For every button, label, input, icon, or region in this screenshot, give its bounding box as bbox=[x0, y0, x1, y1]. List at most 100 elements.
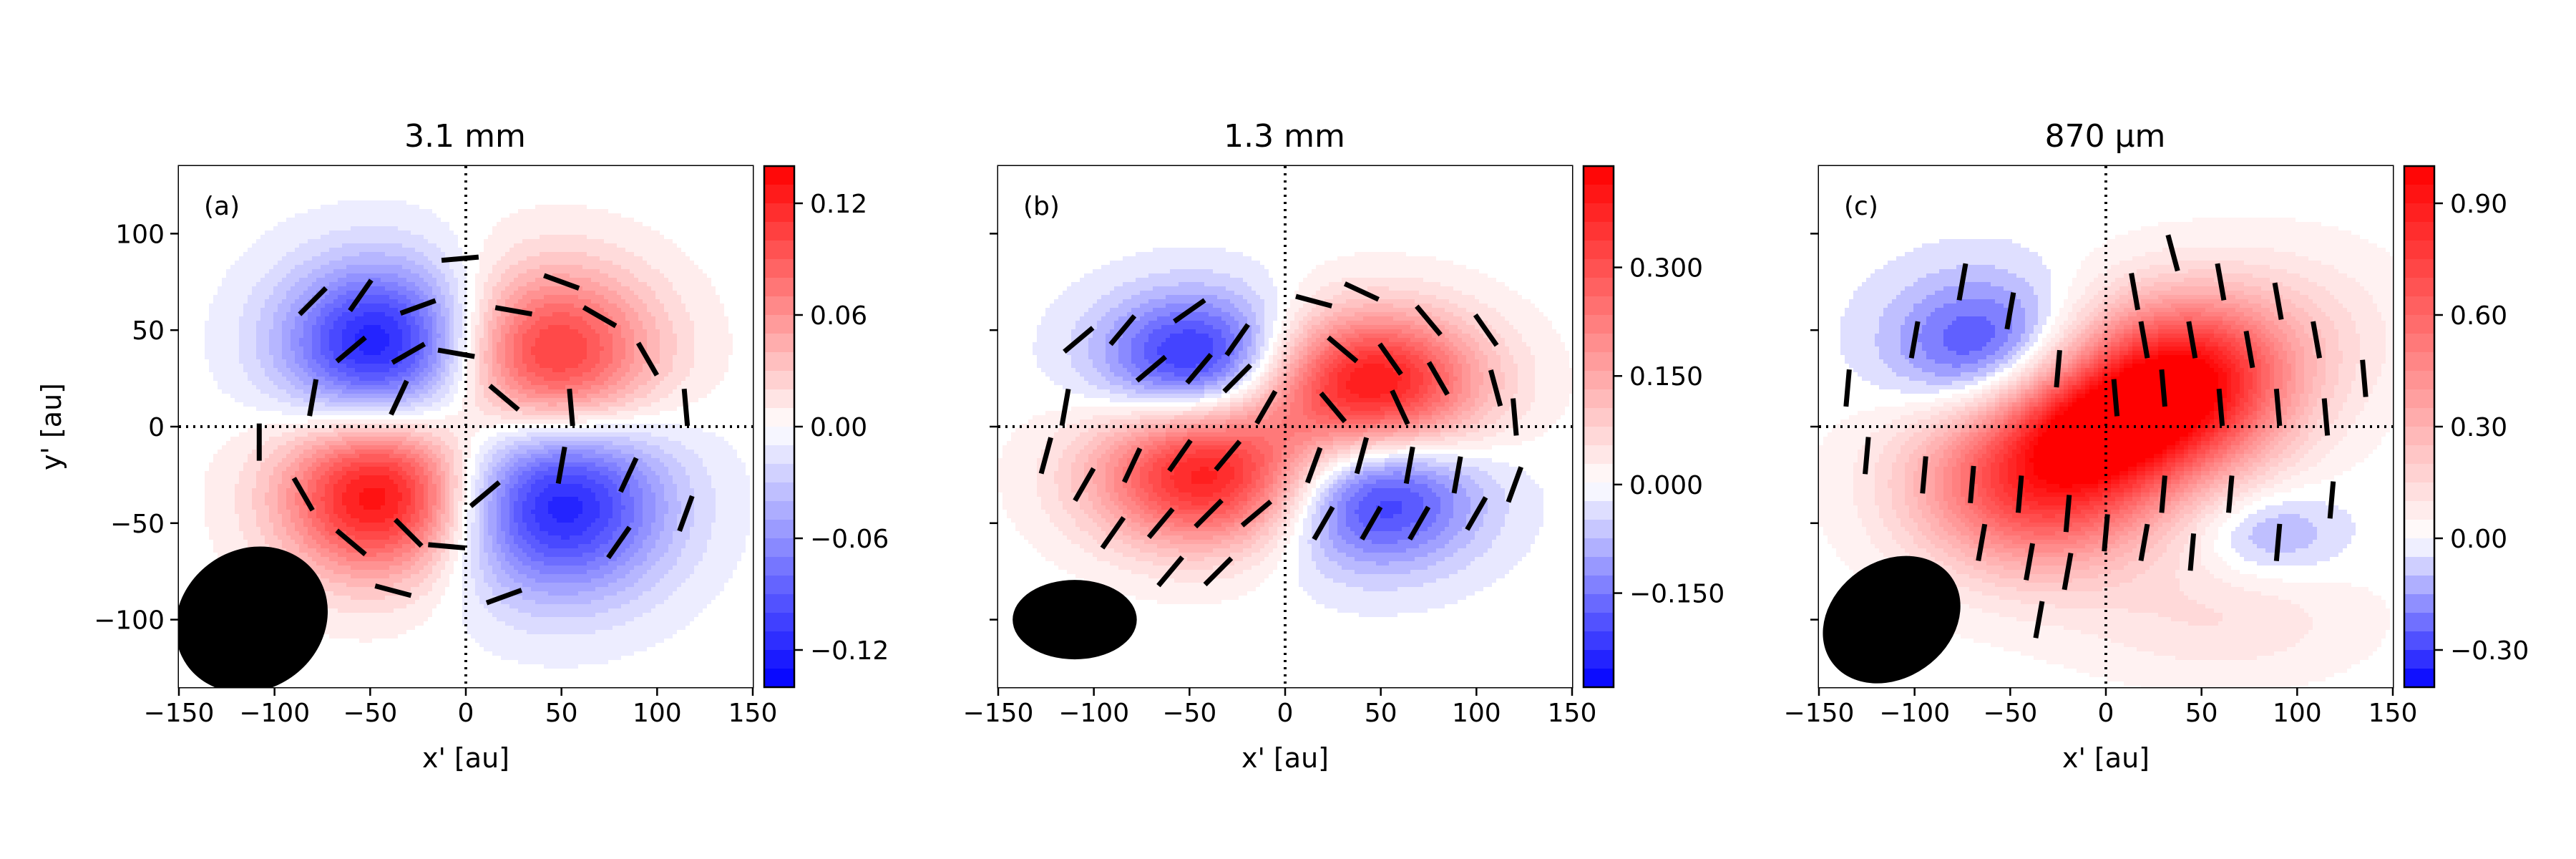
heatmap-cell bbox=[338, 175, 343, 180]
heatmap-cell bbox=[187, 570, 192, 575]
heatmap-cell bbox=[265, 364, 270, 369]
heatmap-cell bbox=[205, 230, 210, 236]
heatmap-cell bbox=[291, 518, 296, 523]
heatmap-cell bbox=[252, 308, 257, 313]
heatmap-cell bbox=[192, 166, 197, 171]
heatmap-cell bbox=[179, 497, 184, 502]
heatmap-cell bbox=[196, 291, 201, 296]
heatmap-cell bbox=[273, 368, 278, 373]
heatmap-cell bbox=[303, 209, 308, 214]
heatmap-cell bbox=[230, 308, 235, 313]
heatmap-cell bbox=[196, 355, 201, 360]
heatmap-cell bbox=[222, 299, 227, 304]
heatmap-cell bbox=[286, 334, 291, 339]
heatmap-cell bbox=[308, 248, 313, 253]
heatmap-cell bbox=[239, 377, 244, 382]
heatmap-cell bbox=[308, 686, 313, 687]
heatmap-cell bbox=[269, 411, 274, 416]
heatmap-cell bbox=[260, 415, 265, 420]
heatmap-cell bbox=[192, 548, 197, 553]
heatmap-cell bbox=[299, 329, 304, 334]
heatmap-cell bbox=[291, 200, 296, 205]
heatmap-cell bbox=[342, 200, 347, 205]
heatmap-cell bbox=[209, 355, 214, 360]
heatmap-cell bbox=[308, 346, 313, 351]
heatmap-cell bbox=[213, 488, 218, 493]
heatmap-cell bbox=[303, 415, 308, 420]
heatmap-cell bbox=[312, 372, 317, 377]
heatmap-cell bbox=[265, 261, 270, 266]
heatmap-cell bbox=[351, 209, 356, 214]
heatmap-cell bbox=[338, 213, 343, 218]
heatmap-cell bbox=[308, 484, 313, 489]
heatmap-cell bbox=[235, 540, 240, 545]
heatmap-cell bbox=[291, 196, 296, 201]
heatmap-cell bbox=[226, 454, 231, 459]
heatmap-cell bbox=[316, 299, 321, 304]
heatmap-cell bbox=[260, 450, 265, 455]
heatmap-cell bbox=[291, 681, 296, 686]
heatmap-cell bbox=[295, 368, 300, 373]
heatmap-cell bbox=[252, 475, 257, 480]
heatmap-cell bbox=[316, 484, 321, 489]
heatmap-cell bbox=[248, 364, 253, 369]
heatmap-cell bbox=[295, 497, 300, 502]
heatmap-cell bbox=[295, 372, 300, 377]
heatmap-cell bbox=[200, 389, 205, 394]
heatmap-cell bbox=[321, 450, 326, 455]
heatmap-cell bbox=[329, 613, 334, 618]
heatmap-cell bbox=[295, 377, 300, 382]
heatmap-cell bbox=[316, 402, 321, 407]
heatmap-cell bbox=[333, 596, 338, 601]
heatmap-cell bbox=[278, 218, 283, 223]
heatmap-cell bbox=[235, 243, 240, 248]
heatmap-cell bbox=[342, 480, 347, 485]
heatmap-cell bbox=[183, 518, 188, 523]
heatmap-cell bbox=[346, 316, 351, 321]
heatmap-cell bbox=[243, 497, 248, 502]
heatmap-cell bbox=[333, 553, 338, 558]
heatmap-cell bbox=[329, 183, 334, 188]
heatmap-cell bbox=[286, 488, 291, 493]
heatmap-cell bbox=[286, 458, 291, 463]
heatmap-cell bbox=[316, 501, 321, 506]
heatmap-cell bbox=[295, 179, 300, 184]
heatmap-cell bbox=[273, 286, 278, 291]
heatmap-cell bbox=[338, 312, 343, 317]
heatmap-cell bbox=[187, 480, 192, 485]
heatmap-cell bbox=[196, 501, 201, 506]
heatmap-cell bbox=[351, 342, 356, 347]
heatmap-cell bbox=[187, 497, 192, 502]
heatmap-cell bbox=[333, 600, 338, 605]
heatmap-cell bbox=[286, 368, 291, 373]
heatmap-cell bbox=[282, 222, 287, 227]
heatmap-cell bbox=[346, 548, 351, 553]
heatmap-cell bbox=[316, 527, 321, 532]
heatmap-cell bbox=[265, 381, 270, 386]
heatmap-cell bbox=[325, 329, 330, 334]
heatmap-cell bbox=[316, 531, 321, 536]
heatmap-cell bbox=[291, 467, 296, 472]
heatmap-cell bbox=[351, 377, 356, 382]
heatmap-cell bbox=[222, 471, 227, 476]
heatmap-cell bbox=[230, 321, 235, 326]
heatmap-cell bbox=[299, 441, 304, 446]
heatmap-cell bbox=[213, 428, 218, 433]
heatmap-cell bbox=[333, 587, 338, 592]
heatmap-cell bbox=[316, 647, 321, 652]
heatmap-cell bbox=[179, 321, 184, 326]
heatmap-cell bbox=[321, 531, 326, 536]
heatmap-cell bbox=[230, 299, 235, 304]
heatmap-cell bbox=[269, 329, 274, 334]
heatmap-cell bbox=[183, 299, 188, 304]
heatmap-cell bbox=[252, 540, 257, 545]
heatmap-cell bbox=[308, 441, 313, 446]
heatmap-cell bbox=[316, 342, 321, 347]
heatmap-cell bbox=[295, 218, 300, 223]
heatmap-cell bbox=[183, 368, 188, 373]
heatmap-cell bbox=[342, 291, 347, 296]
heatmap-cell bbox=[256, 338, 261, 343]
heatmap-cell bbox=[230, 385, 235, 390]
heatmap-cell bbox=[346, 686, 351, 687]
heatmap-cell bbox=[303, 364, 308, 369]
